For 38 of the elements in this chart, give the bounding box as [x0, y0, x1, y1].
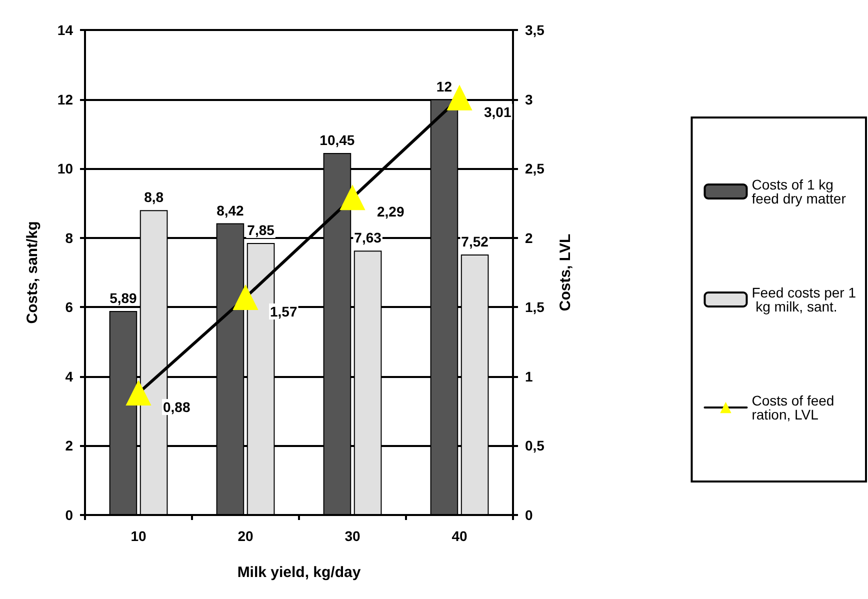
- y-tick-label: 2: [65, 438, 74, 454]
- legend-label: Costs of feed ration, LVL: [752, 392, 838, 422]
- y-tick-label: 14: [57, 22, 74, 38]
- x-tick-label: 40: [452, 528, 468, 544]
- data-label: 1,57: [270, 303, 298, 320]
- data-label: 10,45: [320, 132, 355, 148]
- data-label: 7,63: [354, 230, 382, 246]
- y2-axis-title: Costs, LVL: [557, 234, 574, 312]
- y-tick-label: 6: [65, 299, 74, 316]
- legend-label: Costs of 1 kg feed dry matter: [752, 176, 846, 206]
- y2-tick-label: 2,5: [525, 160, 545, 177]
- x-tick-label: 20: [238, 528, 254, 544]
- y2-tick-label: 1: [525, 368, 533, 384]
- data-label: 7,52: [461, 233, 489, 250]
- y-tick-label: 10: [57, 160, 74, 177]
- y2-tick-label: 2: [525, 230, 533, 246]
- y2-tick-label: 3,5: [525, 22, 545, 38]
- data-label: 3,01: [484, 104, 512, 120]
- x-tick-label: 30: [344, 528, 360, 544]
- y-tick-label: 8: [65, 230, 74, 246]
- data-label: 5,89: [110, 290, 138, 306]
- data-label: 7,85: [247, 222, 275, 238]
- y2-tick-label: 0,5: [525, 438, 545, 454]
- data-label: 8,8: [144, 189, 164, 206]
- legend-label: Feed costs per 1 kg milk, sant.: [752, 284, 856, 314]
- data-label: 12: [436, 78, 452, 94]
- data-label: 8,42: [216, 202, 244, 218]
- y-tick-label: 0: [65, 507, 74, 523]
- y2-tick-label: 1,5: [525, 299, 545, 316]
- x-axis-title: Milk yield, kg/day: [237, 564, 362, 581]
- y-tick-label: 4: [65, 368, 74, 384]
- data-label: 2,29: [377, 204, 404, 220]
- y-tick-label: 12: [57, 91, 74, 108]
- data-label: 0,88: [163, 399, 190, 416]
- y2-tick-label: 0: [525, 507, 533, 523]
- y2-tick-label: 3: [525, 91, 533, 108]
- y-axis-title: Costs, sant/kg: [24, 221, 41, 324]
- x-tick-label: 10: [130, 528, 146, 544]
